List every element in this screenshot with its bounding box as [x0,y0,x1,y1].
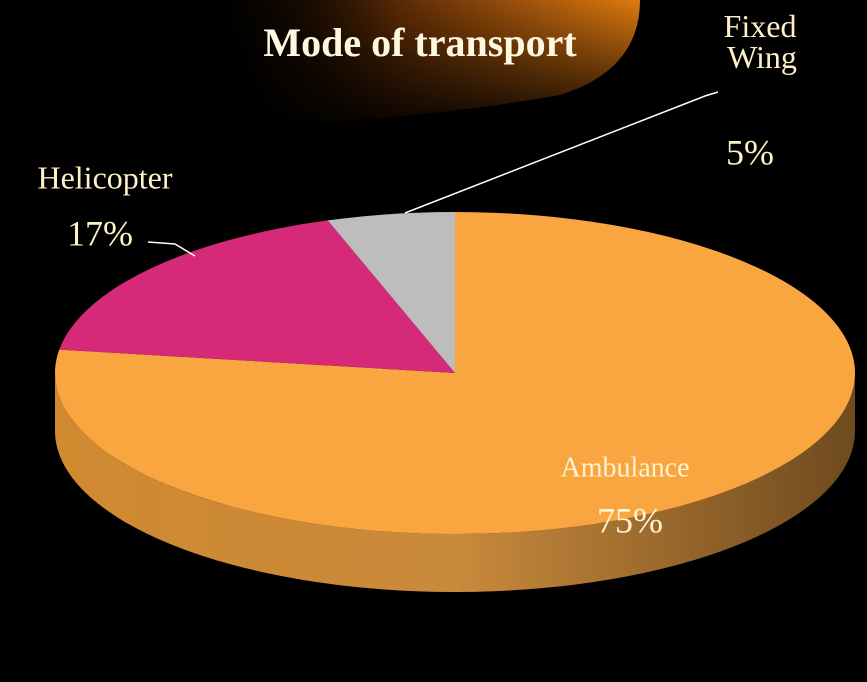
leader-line [147,241,196,257]
slice-label: Helicopter [37,159,172,195]
slice-side [55,373,855,592]
title-backdrop [200,0,640,130]
leader-line [404,91,719,214]
slice [327,212,455,373]
chart-title: Mode of transport [263,20,577,65]
slice-value-label: 5% [726,132,774,172]
slice-label: Fixed Wing [724,8,797,75]
slice-label: Ambulance [560,452,689,483]
slice [55,212,856,534]
slice-value-label: 75% [597,500,663,540]
slice [59,220,455,373]
slice-value-label: 17% [67,213,133,253]
